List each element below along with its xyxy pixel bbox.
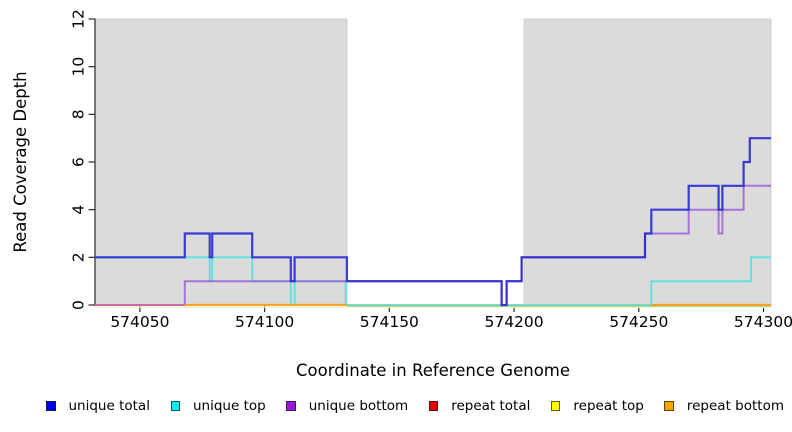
- y-axis-title: Read Coverage Depth: [11, 71, 30, 253]
- legend-swatch: [46, 401, 56, 411]
- coverage-plot: 0 2 4 6 8 10 12 574050 574100 574150 574200 574250 5…: [70, 9, 792, 331]
- legend-label: repeat bottom: [686, 398, 784, 414]
- y-tick-label: 10: [70, 57, 88, 77]
- legend-swatch: [550, 401, 561, 411]
- legend-label: repeat top: [573, 398, 644, 414]
- legend-label: unique bottom: [308, 398, 409, 414]
- legend-swatch: [664, 401, 674, 411]
- y-tick-label: 2: [70, 252, 88, 262]
- shaded-region: [94, 18, 348, 306]
- legend-item-repeat-bottom: repeat bottom: [664, 398, 784, 414]
- shaded-region: [523, 18, 772, 306]
- legend-item-repeat-top: repeat top: [550, 398, 644, 414]
- legend-label: repeat total: [451, 398, 531, 414]
- legend-swatch: [170, 401, 180, 411]
- x-tick-label: 574050: [110, 313, 169, 331]
- legend-item-unique-total: unique total: [46, 398, 150, 414]
- legend-item-repeat-total: repeat total: [428, 398, 531, 414]
- legend: unique total unique top unique bottom repea…: [46, 398, 784, 414]
- legend-swatch: [286, 401, 296, 411]
- x-tick-label: 574300: [734, 313, 792, 331]
- y-tick-label: 6: [70, 157, 88, 167]
- y-tick-label: 0: [70, 300, 88, 310]
- y-tick-label: 12: [70, 9, 88, 29]
- legend-label: unique total: [68, 398, 150, 414]
- y-tick-label: 4: [70, 205, 88, 215]
- y-tick-label: 8: [70, 109, 88, 119]
- legend-item-unique-top: unique top: [170, 398, 266, 414]
- x-tick-label: 574150: [360, 313, 419, 331]
- legend-label: unique top: [193, 398, 266, 414]
- legend-item-unique-bottom: unique bottom: [286, 398, 408, 414]
- x-tick-label: 574200: [484, 313, 543, 331]
- x-tick-label: 574250: [609, 313, 668, 331]
- legend-swatch: [428, 401, 439, 411]
- series-unique-total: [95, 137, 771, 307]
- x-tick-label: 574100: [235, 313, 294, 331]
- x-axis-title: Coordinate in Reference Genome: [295, 361, 571, 380]
